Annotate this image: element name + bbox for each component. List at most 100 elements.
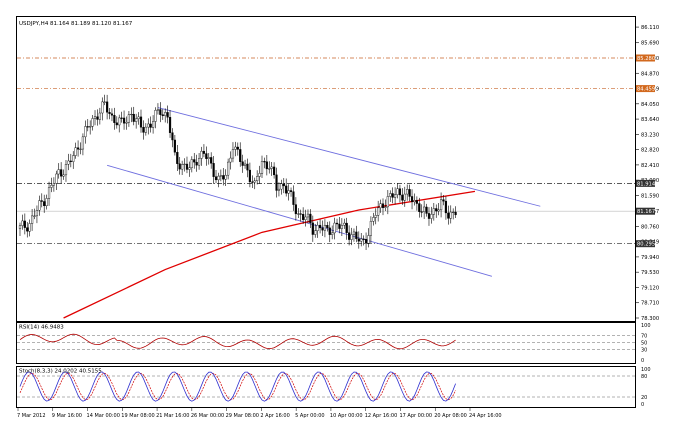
candle-body xyxy=(106,101,109,113)
candle-body xyxy=(352,231,356,235)
candle-body xyxy=(38,200,41,211)
candle-body xyxy=(282,183,285,187)
candle-body xyxy=(391,193,394,198)
rsi-panel[interactable] xyxy=(16,322,636,364)
candle-body xyxy=(413,200,416,203)
time-tick-label: 29 Mar 08:00 xyxy=(226,413,259,419)
candle-body xyxy=(91,118,94,127)
stoch-main-line xyxy=(19,371,456,402)
candle-body xyxy=(236,146,239,150)
moving-average-line[interactable] xyxy=(63,190,476,319)
rsi-tick-label: 30 xyxy=(641,348,647,354)
candle-body xyxy=(263,161,266,163)
price-tick-label: 86.110 xyxy=(641,25,659,31)
candle-body xyxy=(79,148,82,150)
price-tick-label: 78.300 xyxy=(641,316,659,322)
candle-body xyxy=(69,160,72,162)
candle-body xyxy=(115,122,118,126)
candle-body xyxy=(381,203,385,208)
candle-body xyxy=(161,114,164,116)
candle-body xyxy=(367,235,370,244)
trend-lines[interactable] xyxy=(63,107,541,319)
candle-body xyxy=(210,157,213,164)
candle-body xyxy=(219,175,222,177)
candle-body xyxy=(260,161,264,174)
candle-body xyxy=(144,126,147,133)
candle-body xyxy=(394,194,397,198)
candle-body xyxy=(50,185,53,188)
channel-upper-line[interactable] xyxy=(157,107,541,207)
rsi-tick-label: 50 xyxy=(641,341,647,347)
candle-body xyxy=(268,168,271,170)
price-level-tag-text: 81.914 xyxy=(637,181,656,187)
price-level-tag-text: 80.295 xyxy=(637,242,655,248)
candle-body xyxy=(277,188,281,191)
price-tick-label: 79.940 xyxy=(641,255,659,261)
horizontal-levels[interactable]: 85.280 84.459 81.914 81.167 80.295 xyxy=(17,54,656,248)
time-tick-label: 20 Apr 08:00 xyxy=(434,413,467,419)
candle-body xyxy=(147,123,150,128)
candle-body xyxy=(229,157,232,163)
candle-body xyxy=(437,209,440,212)
candle-body xyxy=(340,225,343,229)
candle-body xyxy=(113,115,116,123)
candle-body xyxy=(137,116,140,120)
candle-body xyxy=(401,194,404,201)
candle-body xyxy=(418,203,421,212)
time-tick-label: 12 Apr 16:00 xyxy=(365,413,398,419)
candle-body xyxy=(345,222,348,233)
candle-body xyxy=(86,126,89,128)
time-tick-label: 21 Mar 16:00 xyxy=(156,413,189,419)
candle-body xyxy=(270,166,273,169)
candle-body xyxy=(311,222,314,235)
candle-body xyxy=(110,113,114,116)
candle-body xyxy=(197,158,201,166)
stoch-panel[interactable] xyxy=(16,366,636,408)
candle-body xyxy=(62,174,65,177)
candle-body xyxy=(214,176,218,181)
price-tick-label: 85.690 xyxy=(641,41,659,47)
time-tick-label: 14 Mar 00:00 xyxy=(87,413,120,419)
rsi-tick-label: 100 xyxy=(641,323,651,329)
time-axis: 7 Mar 2012 9 Mar 16:00 14 Mar 00:00 19 Mar … xyxy=(17,408,502,419)
price-level-tag xyxy=(636,240,655,248)
candle-body xyxy=(243,163,247,166)
candle-body xyxy=(122,117,126,124)
price-tick-label: 83.230 xyxy=(641,132,659,138)
candle-body xyxy=(338,223,341,229)
time-tick-label: 5 Apr 00:00 xyxy=(295,413,324,419)
price-tick-label: 80.760 xyxy=(641,224,659,230)
candle-body xyxy=(331,232,334,235)
candle-body xyxy=(168,117,172,133)
candle-body xyxy=(125,121,128,124)
candle-body xyxy=(101,101,104,114)
candle-body xyxy=(43,201,46,207)
main-panel[interactable] xyxy=(16,16,636,322)
price-tick-label: 84.870 xyxy=(641,71,659,77)
candle-body xyxy=(21,220,24,226)
candle-body xyxy=(326,224,329,229)
time-tick-label: 26 Mar 00:00 xyxy=(191,413,224,419)
candle-body xyxy=(360,238,363,242)
time-tick-label: 10 Apr 00:00 xyxy=(330,413,363,419)
candle-body xyxy=(415,200,418,204)
candle-body xyxy=(52,183,55,186)
candle-body xyxy=(64,164,68,176)
candle-body xyxy=(151,121,155,128)
candle-body xyxy=(185,163,189,170)
candle-body xyxy=(321,227,324,231)
candle-body xyxy=(258,173,261,177)
candle-body xyxy=(432,208,435,215)
candle-body xyxy=(362,238,365,240)
channel-lower-line[interactable] xyxy=(106,164,493,277)
stoch-label: Stoch(8,3,3) 24.0202 40.5155 xyxy=(19,369,102,375)
candle-body xyxy=(96,116,99,120)
candle-body xyxy=(285,185,288,194)
price-level-tag xyxy=(636,85,655,93)
candle-body xyxy=(389,193,392,197)
candle-body xyxy=(427,213,431,219)
candle-body xyxy=(439,199,443,211)
candle-body xyxy=(55,173,58,184)
